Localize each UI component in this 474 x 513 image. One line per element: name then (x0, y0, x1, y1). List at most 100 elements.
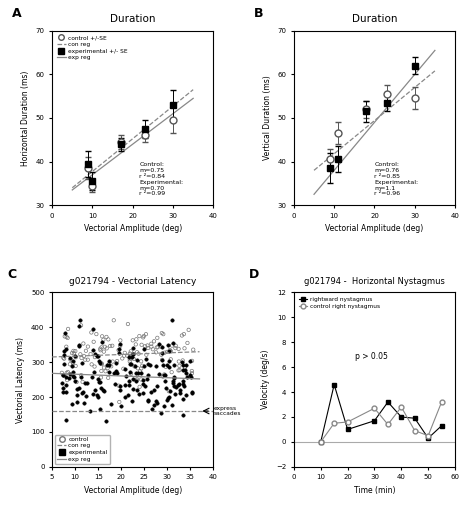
Point (71, 352, 79, 361)
Point (165, 392, 173, 401)
Point (129, 350, 137, 358)
Title: Duration: Duration (110, 14, 155, 25)
Point (100, 336, 107, 344)
Point (97, 345, 104, 353)
Point (82, 347, 90, 355)
Point (135, 349, 142, 358)
rightward nystagmus (345, 426, 350, 432)
Point (64, 325, 72, 333)
Point (87, 350, 94, 358)
Point (129, 375, 137, 383)
Point (176, 388, 183, 397)
Point (137, 376, 145, 384)
Point (133, 386, 141, 394)
Point (59, 384, 67, 392)
Point (76, 350, 84, 359)
Point (92, 330, 100, 338)
Point (179, 380, 187, 388)
Point (117, 342, 124, 350)
Point (98, 343, 105, 351)
Point (128, 397, 136, 405)
X-axis label: Time (min): Time (min) (354, 486, 395, 495)
Point (64, 368, 72, 376)
Point (154, 334, 161, 342)
Point (88, 328, 95, 337)
rightward nystagmus (412, 415, 418, 421)
Point (94, 375, 102, 383)
Point (138, 341, 146, 349)
Point (163, 396, 171, 404)
Point (182, 369, 190, 377)
Point (153, 382, 161, 390)
Point (65, 374, 73, 383)
Point (161, 371, 168, 379)
Point (109, 342, 116, 350)
rightward nystagmus (425, 435, 431, 441)
Point (189, 389, 196, 398)
Point (96, 405, 104, 413)
Point (64, 376, 71, 384)
Point (121, 381, 129, 389)
Point (183, 339, 191, 347)
Point (128, 353, 136, 361)
Point (91, 386, 99, 394)
Point (91, 353, 99, 361)
Point (127, 370, 135, 378)
Point (150, 401, 157, 409)
Point (98, 332, 106, 341)
Point (106, 367, 113, 376)
Y-axis label: Vectorial Latency (ms): Vectorial Latency (ms) (17, 337, 26, 423)
Point (155, 340, 163, 348)
Point (60, 347, 68, 356)
Point (164, 394, 172, 402)
Point (118, 354, 126, 363)
Point (82, 392, 90, 400)
Point (157, 343, 164, 351)
Line: control right nystagmus: control right nystagmus (319, 400, 444, 444)
Point (97, 373, 105, 382)
Point (75, 322, 82, 330)
Point (122, 372, 129, 380)
Point (190, 346, 197, 354)
Point (89, 390, 97, 399)
Point (76, 342, 83, 350)
Point (72, 347, 79, 355)
Point (180, 382, 187, 390)
control right nystagmus (399, 404, 404, 410)
Point (73, 391, 81, 399)
Point (98, 359, 105, 367)
Point (81, 399, 88, 407)
Point (69, 362, 76, 370)
Point (59, 371, 67, 379)
Point (108, 362, 115, 370)
Point (63, 333, 70, 341)
Point (60, 353, 67, 362)
Point (159, 356, 166, 364)
Text: p > 0.05: p > 0.05 (355, 352, 388, 361)
Point (117, 340, 124, 348)
Point (68, 400, 76, 408)
Point (72, 378, 79, 386)
control right nystagmus (385, 421, 391, 427)
Point (166, 346, 173, 354)
Point (182, 391, 190, 399)
Point (117, 337, 124, 345)
Text: C: C (7, 268, 16, 282)
Text: A: A (12, 7, 21, 20)
Point (81, 379, 89, 387)
Point (178, 358, 186, 366)
Point (162, 363, 170, 371)
Point (113, 367, 120, 375)
Point (150, 386, 158, 394)
Point (133, 377, 140, 385)
Point (130, 350, 137, 358)
Point (126, 353, 133, 361)
Point (91, 363, 98, 371)
Point (161, 402, 168, 410)
Line: rightward nystagmus: rightward nystagmus (319, 382, 444, 444)
Point (140, 345, 147, 353)
Point (93, 391, 100, 399)
Point (73, 398, 81, 406)
Point (67, 356, 74, 364)
Point (142, 330, 150, 338)
